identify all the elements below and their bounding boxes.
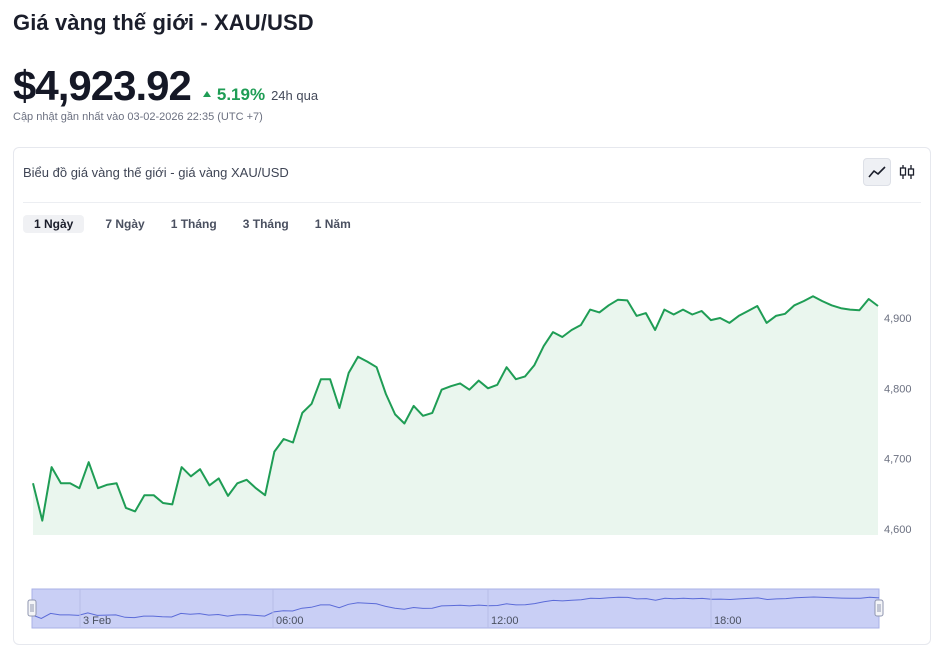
- price-row: $4,923.92 5.19% 24h qua: [13, 62, 318, 110]
- range-tab[interactable]: 7 Ngày: [105, 217, 145, 231]
- chart-type-toggle: [863, 158, 921, 186]
- line-chart-icon: [868, 166, 886, 178]
- y-tick-label: 4,600: [884, 524, 912, 536]
- range-tab[interactable]: 1 Năm: [314, 217, 351, 231]
- navigator-label: 3 Feb: [83, 615, 111, 627]
- range-tab[interactable]: 3 Tháng: [242, 217, 289, 231]
- navigator-label: 18:00: [714, 615, 742, 627]
- range-tab[interactable]: 1 Tháng: [170, 217, 217, 231]
- price-change: 5.19% 24h qua: [202, 85, 319, 105]
- change-percent: 5.19%: [216, 85, 266, 104]
- current-price: $4,923.92: [13, 62, 192, 109]
- line-chart-button[interactable]: [863, 158, 891, 186]
- chart-title: Biểu đồ giá vàng thế giới - giá vàng XAU…: [23, 165, 289, 180]
- range-tabs: 1 Ngày 7 Ngày 1 Tháng 3 Tháng 1 Năm: [23, 215, 362, 233]
- navigator-line: [31, 596, 880, 620]
- range-tab[interactable]: 1 Ngày: [23, 215, 85, 233]
- candlestick-icon: [899, 165, 915, 179]
- navigator-left-handle[interactable]: [27, 599, 37, 617]
- navigator-label: 12:00: [491, 615, 519, 627]
- navigator-right-handle[interactable]: [874, 599, 884, 617]
- navigator-window: [31, 588, 880, 629]
- change-period: 24h qua: [271, 88, 319, 103]
- y-tick-label: 4,800: [884, 383, 912, 395]
- y-tick-label: 4,900: [884, 313, 912, 325]
- up-arrow-icon: [202, 91, 211, 97]
- last-updated: Cập nhật gần nhất vào 03-02-2026 22:35 (…: [13, 111, 263, 123]
- price-area: [33, 296, 878, 535]
- price-line: [32, 295, 879, 522]
- page-title: Giá vàng thế giới - XAU/USD: [13, 10, 314, 35]
- candlestick-button[interactable]: [893, 158, 921, 186]
- card-divider: [23, 202, 921, 203]
- y-tick-label: 4,700: [884, 454, 912, 466]
- navigator-label: 06:00: [276, 615, 304, 627]
